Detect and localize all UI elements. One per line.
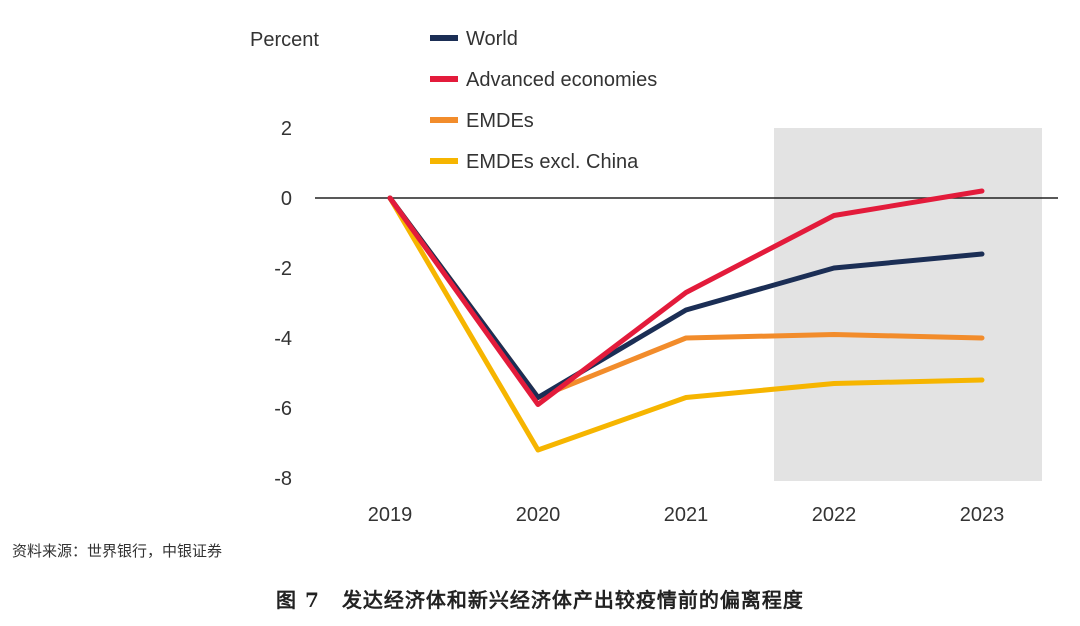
y-tick-label: 2 <box>281 118 292 140</box>
series-line-emdes-excl-china <box>387 195 985 453</box>
x-tick-label: 2021 <box>664 504 709 526</box>
y-tick-label: -4 <box>274 328 292 350</box>
legend: World Advanced economies EMDEs EMDEs excl. … <box>430 28 657 173</box>
y-tick-label: 0 <box>281 188 292 210</box>
figure-caption: 图 7 发达经济体和新兴经济体产出较疫情前的偏离程度 <box>0 584 1080 613</box>
source-note: 资料来源：世界银行，中银证券 <box>12 542 223 560</box>
figure-title: 发达经济体和新兴经济体产出较疫情前的偏离程度 <box>341 588 804 612</box>
series-lines <box>387 188 985 453</box>
y-tick-label: -8 <box>274 468 292 490</box>
y-tick-label: -6 <box>274 398 292 420</box>
x-tick-label: 2022 <box>812 504 857 526</box>
series-line-advanced-economies <box>387 188 985 407</box>
x-tick-label: 2023 <box>960 504 1005 526</box>
legend-label: World <box>466 28 518 50</box>
figure-number: 图 7 <box>276 588 320 612</box>
series-line-world <box>387 195 985 400</box>
x-tick-label: 2019 <box>368 504 413 526</box>
y-axis-ticks: 2 0 -2 -4 -6 -8 <box>274 118 292 490</box>
legend-label: EMDEs excl. China <box>466 151 639 173</box>
legend-label: Advanced economies <box>466 69 657 91</box>
line-chart: Percent 20-2-4-6-8 2019 2020 2021 2022 2023 … <box>250 28 1058 526</box>
x-axis-ticks: 2019 2020 2021 2022 2023 <box>368 504 1005 526</box>
y-axis-label: Percent <box>250 29 319 51</box>
y-tick-label: -2 <box>274 258 292 280</box>
forecast-shaded-region <box>774 128 1042 481</box>
legend-label: EMDEs <box>466 110 534 132</box>
x-tick-label: 2020 <box>516 504 561 526</box>
